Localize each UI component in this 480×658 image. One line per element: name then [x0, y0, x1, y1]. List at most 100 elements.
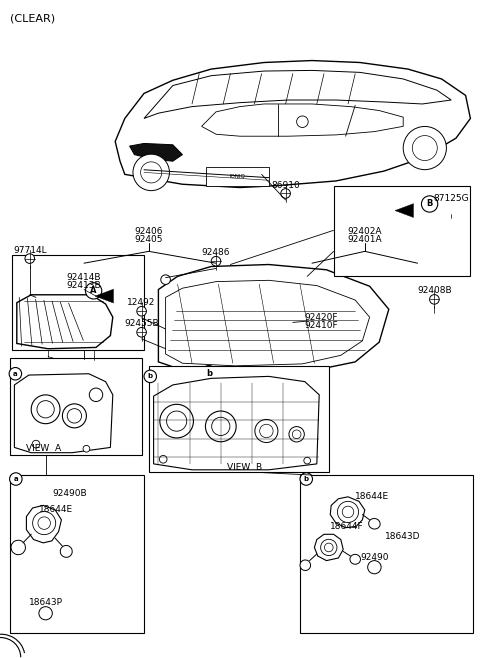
Circle shape — [137, 328, 146, 337]
Text: 92490: 92490 — [360, 553, 389, 563]
Circle shape — [412, 136, 437, 161]
Ellipse shape — [368, 561, 381, 574]
Text: 92420F: 92420F — [305, 313, 338, 322]
Circle shape — [205, 411, 236, 442]
Bar — [10, 475, 144, 633]
Polygon shape — [166, 280, 370, 366]
Text: B: B — [426, 199, 433, 209]
Circle shape — [32, 440, 40, 448]
Text: b: b — [148, 373, 153, 380]
Polygon shape — [314, 534, 343, 561]
Circle shape — [33, 511, 56, 535]
Circle shape — [324, 543, 333, 552]
Circle shape — [292, 430, 301, 439]
Text: 87125G: 87125G — [433, 194, 469, 203]
Polygon shape — [158, 265, 389, 375]
Polygon shape — [447, 203, 456, 212]
Circle shape — [144, 370, 156, 382]
Circle shape — [212, 417, 230, 436]
Text: 18644E: 18644E — [39, 505, 73, 515]
Ellipse shape — [39, 607, 52, 620]
Circle shape — [133, 154, 169, 191]
Circle shape — [89, 388, 103, 401]
Polygon shape — [202, 104, 403, 136]
Text: 92486: 92486 — [202, 247, 230, 257]
Text: 92410F: 92410F — [305, 320, 338, 330]
Ellipse shape — [350, 554, 360, 565]
Text: A: A — [90, 286, 97, 295]
Ellipse shape — [300, 560, 311, 570]
Circle shape — [167, 411, 187, 431]
Text: 92413B: 92413B — [67, 281, 101, 290]
Circle shape — [289, 426, 304, 442]
Circle shape — [403, 126, 446, 170]
Text: a: a — [13, 370, 18, 377]
Circle shape — [31, 395, 60, 424]
Circle shape — [255, 419, 278, 443]
Ellipse shape — [369, 519, 380, 529]
Text: 92455B: 92455B — [124, 319, 159, 328]
Circle shape — [342, 506, 354, 518]
Polygon shape — [154, 376, 319, 470]
Circle shape — [25, 254, 35, 263]
Circle shape — [161, 275, 170, 284]
Text: 97714L: 97714L — [13, 245, 47, 255]
Polygon shape — [95, 289, 113, 303]
Circle shape — [300, 473, 312, 485]
Circle shape — [337, 501, 359, 522]
Circle shape — [141, 162, 162, 183]
Polygon shape — [144, 70, 451, 118]
Circle shape — [137, 307, 146, 316]
Circle shape — [37, 401, 54, 418]
Circle shape — [321, 540, 337, 555]
Circle shape — [260, 424, 273, 438]
Text: 18644E: 18644E — [355, 492, 389, 501]
Circle shape — [85, 283, 102, 299]
Polygon shape — [395, 203, 413, 218]
Text: 18644F: 18644F — [330, 522, 364, 531]
Text: 18643P: 18643P — [29, 597, 62, 607]
Text: 92414B: 92414B — [67, 273, 101, 282]
Circle shape — [10, 473, 22, 485]
Text: 92402A: 92402A — [348, 227, 382, 236]
Text: 92401A: 92401A — [348, 235, 382, 244]
Ellipse shape — [11, 540, 25, 555]
Bar — [149, 366, 329, 472]
Polygon shape — [115, 61, 470, 188]
Bar — [334, 186, 470, 276]
Circle shape — [160, 404, 193, 438]
Text: 18643D: 18643D — [385, 532, 421, 541]
Circle shape — [430, 295, 439, 304]
Text: a: a — [13, 476, 18, 482]
Text: VIEW  B: VIEW B — [227, 463, 263, 472]
Ellipse shape — [60, 545, 72, 557]
Text: IONIQ: IONIQ — [229, 174, 246, 179]
Text: 92408B: 92408B — [417, 286, 452, 295]
Text: b: b — [206, 369, 212, 378]
Text: 92490B: 92490B — [52, 489, 87, 498]
Bar — [12, 255, 144, 350]
Circle shape — [201, 366, 217, 382]
Text: (CLEAR): (CLEAR) — [10, 13, 55, 24]
Text: VIEW  A: VIEW A — [25, 444, 61, 453]
Polygon shape — [130, 143, 182, 161]
Polygon shape — [330, 497, 365, 528]
Circle shape — [159, 455, 167, 463]
Circle shape — [421, 196, 438, 212]
Bar — [10, 358, 142, 455]
Circle shape — [304, 457, 311, 464]
Circle shape — [38, 517, 50, 529]
Bar — [206, 167, 269, 186]
Text: b: b — [304, 476, 309, 482]
Circle shape — [62, 404, 86, 428]
Circle shape — [67, 409, 82, 423]
Circle shape — [211, 257, 221, 266]
Text: 92405: 92405 — [134, 235, 163, 244]
Text: 92406: 92406 — [134, 227, 163, 236]
Polygon shape — [14, 374, 113, 453]
Circle shape — [83, 445, 90, 452]
Text: 12492: 12492 — [127, 298, 156, 307]
Circle shape — [297, 116, 308, 128]
Circle shape — [9, 368, 22, 380]
Text: 86910: 86910 — [271, 181, 300, 190]
